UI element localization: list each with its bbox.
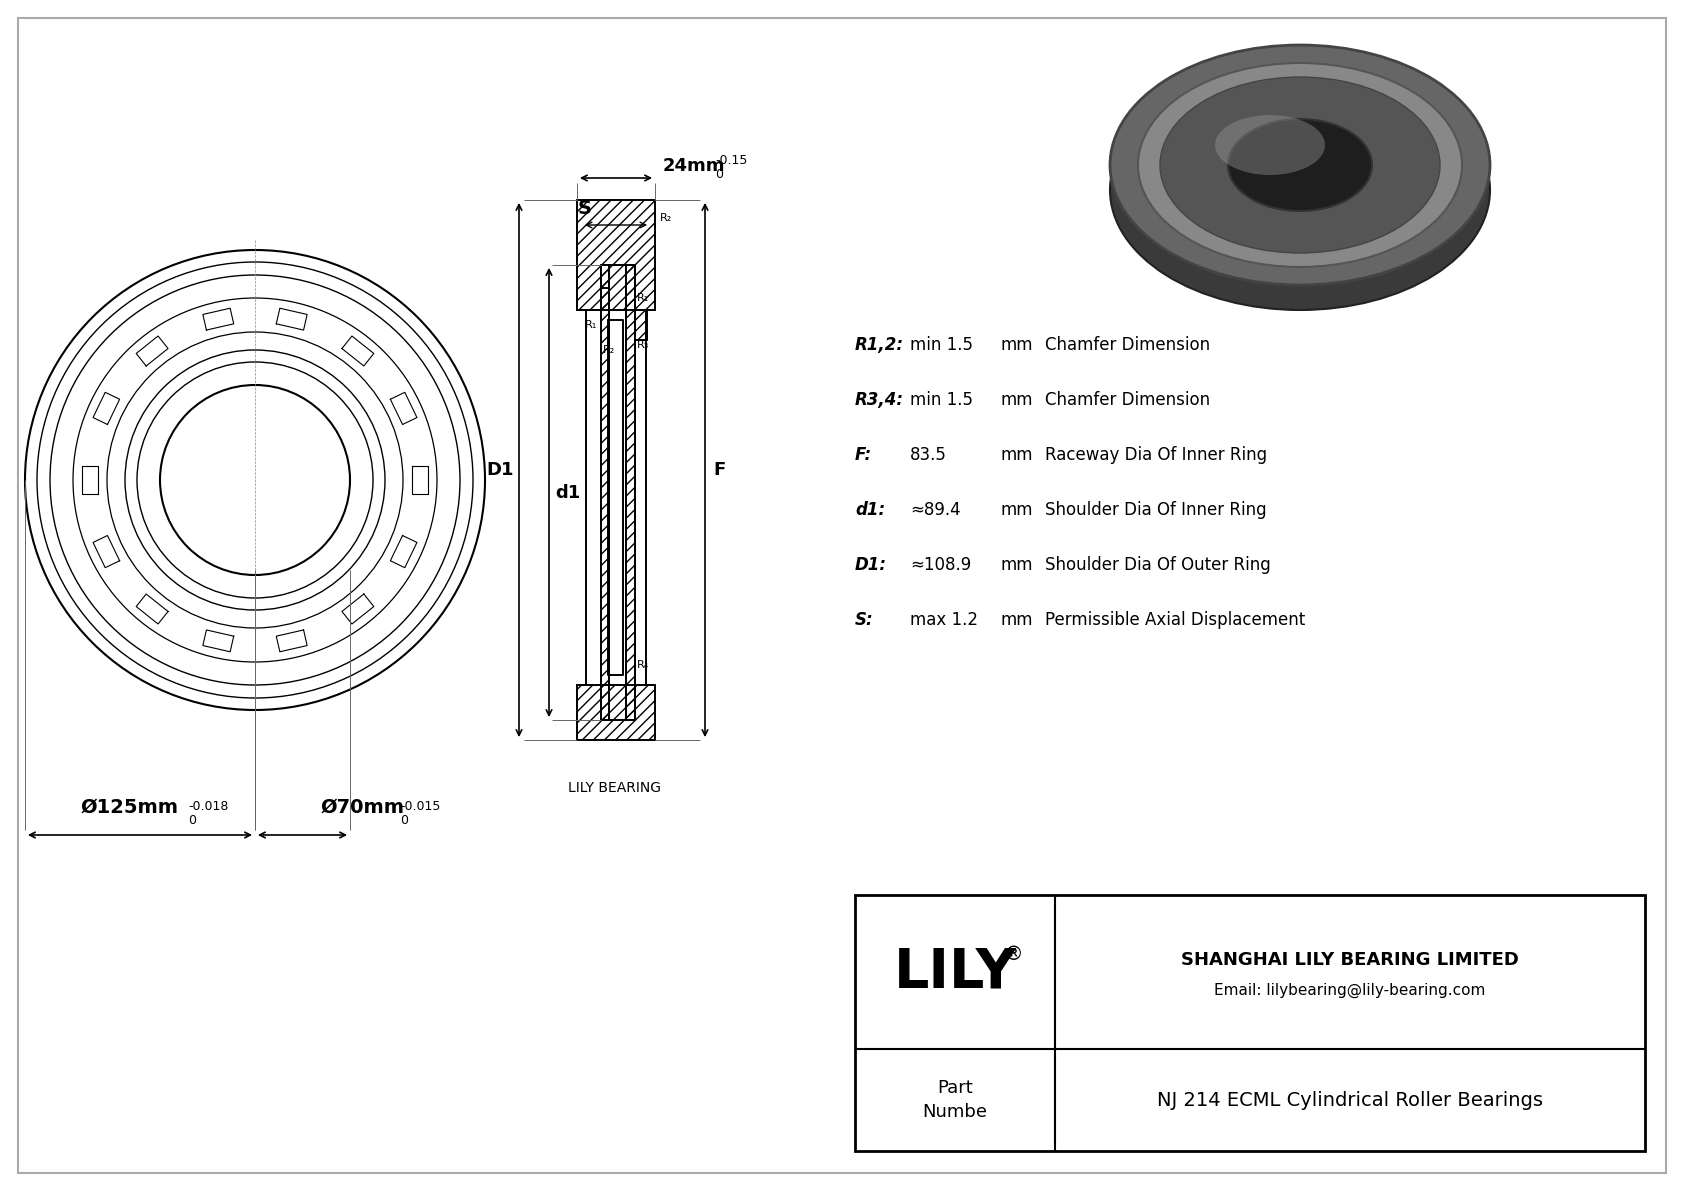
Text: Ø70mm: Ø70mm — [320, 798, 404, 817]
Text: Part
Numbe: Part Numbe — [923, 1079, 987, 1121]
Text: LILY BEARING: LILY BEARING — [569, 781, 662, 796]
Text: mm: mm — [1000, 336, 1032, 354]
Text: d1:: d1: — [855, 501, 886, 519]
Text: Shoulder Dia Of Outer Ring: Shoulder Dia Of Outer Ring — [1046, 556, 1271, 574]
Text: SHANGHAI LILY BEARING LIMITED: SHANGHAI LILY BEARING LIMITED — [1180, 950, 1519, 969]
Text: D1:: D1: — [855, 556, 887, 574]
Text: d1: d1 — [556, 484, 581, 501]
Text: max 1.2: max 1.2 — [909, 611, 978, 629]
Text: NJ 214 ECML Cylindrical Roller Bearings: NJ 214 ECML Cylindrical Roller Bearings — [1157, 1091, 1543, 1110]
Text: mm: mm — [1000, 501, 1032, 519]
Text: D1: D1 — [487, 461, 514, 479]
Text: LILY: LILY — [894, 944, 1017, 999]
Text: Chamfer Dimension: Chamfer Dimension — [1046, 336, 1211, 354]
Text: mm: mm — [1000, 391, 1032, 409]
Text: ≈89.4: ≈89.4 — [909, 501, 960, 519]
Bar — [601, 266, 610, 721]
Text: mm: mm — [1000, 445, 1032, 464]
Bar — [855, 894, 1645, 1151]
Text: R₂: R₂ — [660, 213, 672, 223]
Text: ®: ® — [1004, 944, 1022, 964]
Text: S:: S: — [855, 611, 874, 629]
Text: F:: F: — [855, 445, 872, 464]
Ellipse shape — [1214, 116, 1325, 175]
Bar — [626, 266, 635, 721]
Text: Email: lilybearing@lily-bearing.com: Email: lilybearing@lily-bearing.com — [1214, 983, 1485, 998]
Text: 0: 0 — [401, 813, 409, 827]
Text: R₁: R₁ — [637, 293, 650, 303]
Text: min 1.5: min 1.5 — [909, 336, 973, 354]
Text: Ø125mm: Ø125mm — [81, 798, 179, 817]
Text: R₄: R₄ — [637, 660, 650, 671]
Text: F: F — [712, 461, 726, 479]
Text: 83.5: 83.5 — [909, 445, 946, 464]
Ellipse shape — [1110, 45, 1490, 285]
Bar — [578, 685, 655, 740]
Text: R1,2:: R1,2: — [855, 336, 904, 354]
Text: min 1.5: min 1.5 — [909, 391, 973, 409]
Text: Permissible Axial Displacement: Permissible Axial Displacement — [1046, 611, 1305, 629]
Text: R₁: R₁ — [584, 320, 598, 330]
Text: 0: 0 — [189, 813, 195, 827]
Ellipse shape — [1160, 77, 1440, 252]
Ellipse shape — [1228, 119, 1372, 211]
Text: R3,4:: R3,4: — [855, 391, 904, 409]
Bar — [578, 200, 655, 310]
Text: mm: mm — [1000, 611, 1032, 629]
Text: 0: 0 — [716, 168, 722, 181]
Bar — [635, 310, 647, 339]
Text: R₃: R₃ — [637, 339, 650, 350]
Text: ≈108.9: ≈108.9 — [909, 556, 972, 574]
Text: 24mm: 24mm — [663, 157, 726, 175]
Text: R₂: R₂ — [603, 345, 615, 355]
Text: -0.018: -0.018 — [189, 799, 229, 812]
Text: -0.015: -0.015 — [401, 799, 441, 812]
Text: Raceway Dia Of Inner Ring: Raceway Dia Of Inner Ring — [1046, 445, 1266, 464]
Text: mm: mm — [1000, 556, 1032, 574]
Text: S: S — [578, 199, 593, 218]
Text: Chamfer Dimension: Chamfer Dimension — [1046, 391, 1211, 409]
Ellipse shape — [1138, 63, 1462, 267]
Text: Shoulder Dia Of Inner Ring: Shoulder Dia Of Inner Ring — [1046, 501, 1266, 519]
Ellipse shape — [1110, 70, 1490, 310]
Text: -0.15: -0.15 — [716, 155, 748, 168]
